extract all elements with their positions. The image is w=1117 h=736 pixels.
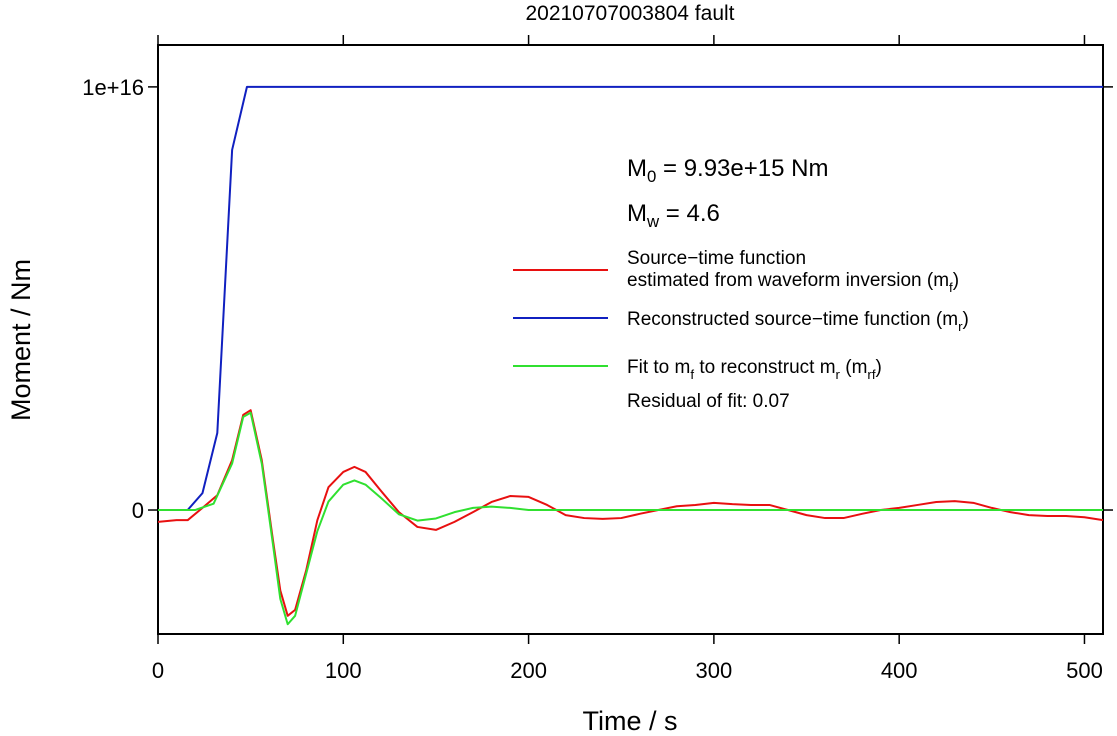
text-part: estimated from waveform inversion (m bbox=[627, 270, 949, 291]
x-tick-label: 400 bbox=[881, 658, 918, 683]
plot-frame bbox=[157, 44, 1104, 635]
x-axis-label: Time / s bbox=[582, 706, 677, 736]
annotation: Mw = 4.6 bbox=[627, 200, 720, 231]
text-part: M bbox=[627, 200, 647, 227]
text-part: to reconstruct m bbox=[694, 357, 836, 378]
subscript: f bbox=[949, 280, 953, 295]
x-tick-label: 200 bbox=[510, 658, 547, 683]
text-part: Residual of fit: 0.07 bbox=[627, 391, 790, 412]
x-tick-label: 500 bbox=[1066, 658, 1103, 683]
x-tick-label: 300 bbox=[696, 658, 733, 683]
annotation: Residual of fit: 0.07 bbox=[627, 391, 790, 412]
legend-label: Source−time function bbox=[627, 248, 806, 269]
text-part: M bbox=[627, 155, 647, 182]
text-part: (m bbox=[840, 357, 867, 378]
subscript: r bbox=[958, 319, 963, 334]
text-part: Reconstructed source−time function (m bbox=[627, 309, 958, 330]
plot-area bbox=[158, 85, 1103, 626]
subscript: rf bbox=[867, 367, 875, 382]
chart-title: 20210707003804 fault bbox=[525, 2, 734, 25]
text-part: Source−time function bbox=[627, 248, 806, 269]
y-tick-label: 0 bbox=[132, 498, 144, 523]
series-line bbox=[158, 409, 1103, 617]
text-part: ) bbox=[876, 357, 882, 378]
subscript: r bbox=[836, 367, 841, 382]
x-tick-label: 100 bbox=[325, 658, 362, 683]
legend-label: Reconstructed source−time function (mr) bbox=[627, 309, 969, 334]
text-part: = 9.93e+15 Nm bbox=[656, 155, 828, 182]
text-part: ) bbox=[953, 270, 959, 291]
text-part: = 4.6 bbox=[659, 200, 720, 227]
x-tick-label: 0 bbox=[152, 658, 164, 683]
text-part: Fit to m bbox=[627, 357, 690, 378]
text-part: ) bbox=[963, 309, 969, 330]
annotation: M0 = 9.93e+15 Nm bbox=[627, 155, 828, 186]
subscript: w bbox=[646, 212, 660, 231]
series-line bbox=[158, 85, 1103, 512]
legend-label: Fit to mf to reconstruct mr (mrf) bbox=[627, 357, 882, 382]
legend-label: estimated from waveform inversion (mf) bbox=[627, 270, 959, 295]
y-axis-label: Moment / Nm bbox=[6, 259, 36, 421]
y-tick-label: 1e+16 bbox=[82, 75, 144, 100]
subscript: f bbox=[690, 367, 694, 382]
subscript: 0 bbox=[647, 167, 656, 186]
series-line bbox=[158, 411, 1103, 626]
